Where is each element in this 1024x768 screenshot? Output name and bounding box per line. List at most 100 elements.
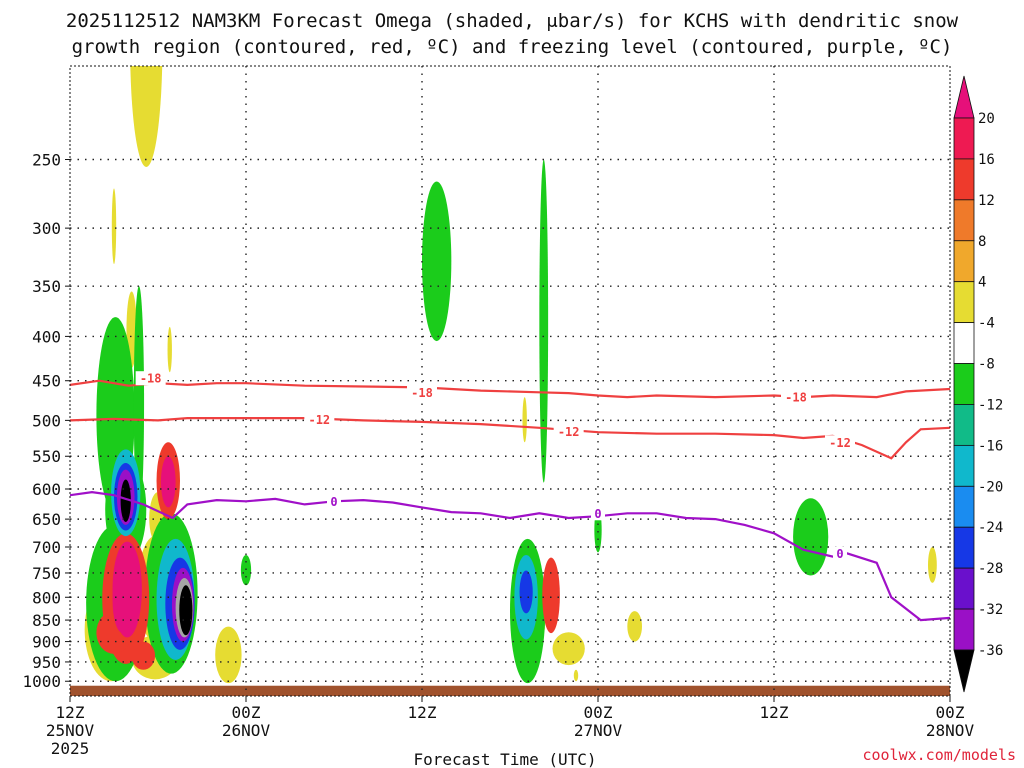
omega-region (160, 456, 176, 508)
time-axis: 12Z 25NOV 2025 00Z 26NOV 12Z 00Z 27NOV 12Z 00Z 28N… (46, 696, 975, 758)
colorbar-label: -16 (978, 438, 1003, 454)
y-tick-label: 600 (32, 480, 61, 499)
contour-label-bg (327, 494, 341, 509)
y-tick-label: 950 (32, 653, 61, 672)
omega-region (133, 286, 145, 520)
omega-region (422, 181, 452, 342)
omega-region (179, 585, 193, 636)
contour-label: 0 (836, 547, 843, 561)
contour-line (70, 379, 950, 399)
colorbar-bottom-arrow (953, 649, 975, 693)
y-tick-label: 250 (32, 151, 61, 170)
y-tick-label: 500 (32, 411, 61, 430)
contour-label-bg (553, 424, 584, 439)
colorbar-label: -12 (978, 397, 1003, 413)
omega-region (167, 326, 172, 373)
chart-title-line-2: growth region (contoured, red, ºC) and f… (72, 36, 953, 58)
contour-label-bg (781, 390, 811, 405)
omega-region (112, 567, 134, 634)
y-tick-label: 300 (32, 219, 61, 238)
colorbar-swatch (953, 363, 975, 405)
grid-layer (70, 66, 950, 696)
contour-label: -18 (785, 391, 807, 405)
omega-region (120, 479, 131, 522)
y-tick-label: 450 (32, 372, 61, 391)
omega-region (130, 66, 163, 167)
x-tick-label: 00Z 28NOV (926, 703, 975, 740)
y-tick-label: 850 (32, 611, 61, 630)
contour-label-bg (825, 435, 855, 450)
x-tick-label: 00Z 26NOV (222, 703, 271, 740)
colorbar-label: -28 (978, 561, 1003, 577)
terrain-strip (70, 685, 950, 696)
colorbar-label: -24 (978, 520, 1003, 536)
colorbar-label: 12 (978, 193, 995, 209)
colorbar-swatch (953, 281, 975, 324)
omega-region (131, 641, 156, 670)
contour-label: -18 (140, 372, 162, 386)
y-tick-label: 550 (32, 447, 61, 466)
credit-text: coolwx.com/models (862, 746, 1016, 764)
omega-region (627, 611, 643, 642)
contour-label: -18 (411, 386, 433, 400)
omega-region (542, 557, 560, 634)
colorbar-label: -32 (978, 602, 1003, 618)
omega-region (240, 554, 252, 586)
colorbar-swatch (953, 444, 975, 487)
colorbar-label: -20 (978, 479, 1003, 495)
contour-label: -12 (308, 413, 330, 427)
colorbar-label: 8 (978, 234, 986, 250)
colorbar-swatch (953, 526, 975, 569)
contour-label-bg (591, 506, 605, 521)
chart-title-line-1: 2025112512 NAM3KM Forecast Omega (shaded… (66, 10, 959, 32)
colorbar-top-arrow (953, 75, 975, 119)
x-tick-label: 12Z (408, 703, 437, 722)
omega-region (928, 547, 937, 583)
omega-shading-layer (70, 66, 950, 696)
x-tick-label: 12Z 25NOV 2025 (46, 703, 95, 758)
colorbar-label: -4 (978, 316, 995, 332)
omega-region (215, 626, 242, 684)
omega-region (573, 669, 579, 682)
colorbar-swatch (953, 322, 975, 364)
contour-layer: -18 -18 -18 -12 -12 -12 0 0 0 (70, 371, 950, 622)
colorbar-swatch (953, 158, 975, 201)
colorbar-swatch (953, 608, 975, 651)
y-tick-label: 1000 (22, 672, 61, 691)
contour-label-bg (833, 546, 847, 561)
pressure-axis: 250 300 350 400 450 500 550 600 650 700 750 800 850 9… (22, 151, 70, 691)
omega-region (793, 498, 829, 576)
y-tick-label: 700 (32, 538, 61, 557)
contour-label: 0 (594, 507, 601, 521)
y-tick-label: 400 (32, 327, 61, 346)
colorbar-label: -8 (978, 357, 995, 373)
colorbar-label: -36 (978, 643, 1003, 659)
contour-label-bg (135, 371, 166, 386)
colorbar-label: 4 (978, 275, 986, 291)
colorbar-swatch (953, 240, 975, 283)
y-tick-label: 900 (32, 633, 61, 652)
colorbar-swatch (953, 199, 975, 242)
omega-region (539, 159, 549, 483)
contour-label-bg (407, 385, 437, 400)
omega-region (111, 188, 117, 264)
colorbar-swatch (953, 485, 975, 528)
omega-region (522, 397, 527, 443)
contour-label: 0 (330, 495, 337, 509)
colorbar: 20 16 12 8 4 -4 -8 -12 -16 -20 -24 -28 -32 -36 (953, 75, 1003, 693)
colorbar-swatch (953, 404, 975, 446)
omega-region (519, 570, 533, 614)
colorbar-label: 20 (978, 111, 995, 127)
y-tick-label: 800 (32, 588, 61, 607)
colorbar-label: 16 (978, 152, 995, 168)
colorbar-swatch (953, 567, 975, 610)
contour-line (70, 417, 950, 460)
contour-label: -12 (829, 436, 851, 450)
omega-region (552, 632, 585, 666)
x-tick-label: 12Z (760, 703, 789, 722)
contour-label-bg (304, 412, 335, 427)
y-tick-label: 350 (32, 277, 61, 296)
y-tick-label: 750 (32, 564, 61, 583)
x-tick-label: 00Z 27NOV (574, 703, 623, 740)
